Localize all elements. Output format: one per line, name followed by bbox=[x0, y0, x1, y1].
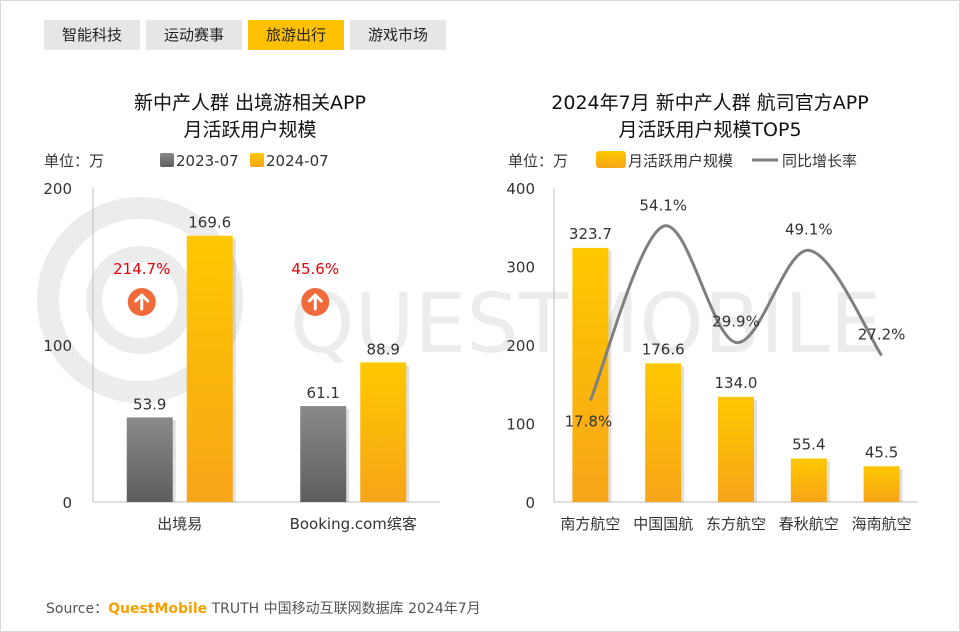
chart2-growth-line bbox=[589, 224, 883, 402]
chart2-x-tick-label: 东方航空 bbox=[706, 515, 766, 533]
up-arrow-icon-glyph bbox=[307, 293, 323, 311]
chart2-bar-海南航空 bbox=[863, 466, 900, 502]
source-brand: QuestMobile bbox=[108, 601, 208, 617]
chart2-bar-value-label: 176.6 bbox=[642, 340, 685, 358]
chart1-title: 新中产人群 出境游相关APP 月活跃用户规模 bbox=[40, 90, 460, 144]
chart1-bar-2024-07-Booking.com缤客 bbox=[360, 362, 407, 502]
chart1-y-tick-label: 0 bbox=[62, 494, 72, 512]
chart2-y-tick-label: 100 bbox=[506, 416, 535, 434]
chart2-legend-label-line: 同比增长率 bbox=[782, 152, 857, 170]
up-arrow-icon bbox=[127, 288, 156, 316]
chart1-title-line2: 月活跃用户规模 bbox=[183, 119, 317, 141]
chart2-title-line2: 月活跃用户规模TOP5 bbox=[618, 119, 802, 141]
chart1-unit-label: 单位：万 bbox=[44, 152, 104, 170]
chart2-bar-南方航空 bbox=[572, 247, 609, 502]
category-tabs: 智能科技 运动赛事 旅游出行 游戏市场 bbox=[44, 20, 447, 50]
chart2-line-value-label: 27.2% bbox=[858, 325, 906, 343]
chart1: 单位：万 2023-07 2024-07 0 100 200 53.9 169.6 出境易 214… bbox=[43, 152, 440, 533]
chart2-title: 2024年7月 新中产人群 航司官方APP 月活跃用户规模TOP5 bbox=[500, 90, 920, 144]
chart2-y-tick-label: 400 bbox=[506, 180, 535, 198]
chart1-y-tick-label: 200 bbox=[43, 180, 72, 198]
chart2-bar-value-label: 55.4 bbox=[792, 436, 825, 454]
tab-sports[interactable]: 运动赛事 bbox=[146, 20, 243, 50]
source-note: Source：QuestMobile TRUTH 中国移动互联网数据库 2024… bbox=[46, 598, 481, 618]
chart2-bar-value-label: 134.0 bbox=[715, 374, 758, 392]
chart2-line-value-label: 29.9% bbox=[712, 312, 760, 330]
tab-travel[interactable]: 旅游出行 bbox=[248, 20, 345, 50]
source-rest: TRUTH 中国移动互联网数据库 2024年7月 bbox=[207, 601, 481, 617]
chart1-x-tick-label: 出境易 bbox=[157, 515, 202, 533]
chart1-legend-swatch-2024-07 bbox=[250, 153, 264, 167]
chart2-legend-label-bar: 月活跃用户规模 bbox=[628, 152, 733, 170]
chart2-unit-label: 单位：万 bbox=[508, 152, 568, 170]
chart1-data-label: 61.1 bbox=[307, 384, 340, 402]
chart1-data-label: 169.6 bbox=[188, 214, 231, 232]
chart2-x-tick-label: 海南航空 bbox=[852, 515, 912, 533]
chart1-legend-label-2023-07: 2023-07 bbox=[176, 152, 239, 170]
watermark: QUESTMOBILE bbox=[37, 197, 882, 403]
chart1-data-label: 88.9 bbox=[367, 340, 400, 358]
chart1-title-line1: 新中产人群 出境游相关APP bbox=[134, 92, 366, 114]
chart1-growth-label: 214.7% bbox=[113, 260, 170, 278]
chart2-y-tick-label: 300 bbox=[506, 259, 535, 277]
chart1-bar-2024-07-出境易 bbox=[186, 235, 233, 502]
chart1-growth-label: 45.6% bbox=[291, 260, 339, 278]
up-arrow-icon bbox=[301, 288, 330, 316]
chart2-line-value-label: 49.1% bbox=[785, 220, 833, 238]
up-arrow-icon-glyph bbox=[134, 293, 150, 311]
tab-smart-tech[interactable]: 智能科技 bbox=[44, 20, 141, 50]
chart2-bar-value-label: 323.7 bbox=[569, 225, 612, 243]
chart2-x-tick-label: 春秋航空 bbox=[779, 515, 839, 533]
source-prefix: Source： bbox=[46, 601, 109, 617]
chart1-bar-2023-07-Booking.com缤客 bbox=[300, 406, 347, 502]
chart2-bar-value-label: 45.5 bbox=[865, 443, 898, 461]
chart2-title-line1: 2024年7月 新中产人群 航司官方APP bbox=[551, 92, 869, 114]
chart2: 单位：万 月活跃用户规模 同比增长率 0 100 200 300 400 323.7 南方航空 17… bbox=[506, 151, 918, 533]
chart1-bar-2023-07-出境易 bbox=[126, 417, 173, 502]
chart2-x-tick-label: 中国国航 bbox=[633, 515, 693, 533]
chart1-y-tick-label: 100 bbox=[43, 337, 72, 355]
chart2-y-tick-label: 0 bbox=[525, 494, 535, 512]
chart2-bar-春秋航空 bbox=[790, 458, 827, 502]
chart1-legend-swatch-2023-07 bbox=[160, 153, 174, 167]
chart2-legend-swatch-bar bbox=[596, 151, 626, 168]
chart2-line-value-label: 54.1% bbox=[639, 196, 687, 214]
tab-gaming[interactable]: 游戏市场 bbox=[350, 20, 447, 50]
chart2-bar-东方航空 bbox=[718, 396, 754, 502]
chart1-x-tick-label: Booking.com缤客 bbox=[290, 515, 417, 533]
chart2-y-tick-label: 200 bbox=[506, 337, 535, 355]
chart1-data-label: 53.9 bbox=[133, 395, 166, 413]
chart1-legend-label-2024-07: 2024-07 bbox=[266, 152, 329, 170]
chart2-line-value-label: 17.8% bbox=[565, 413, 613, 431]
chart2-bar-中国国航 bbox=[645, 363, 682, 502]
chart2-x-tick-label: 南方航空 bbox=[560, 515, 620, 533]
